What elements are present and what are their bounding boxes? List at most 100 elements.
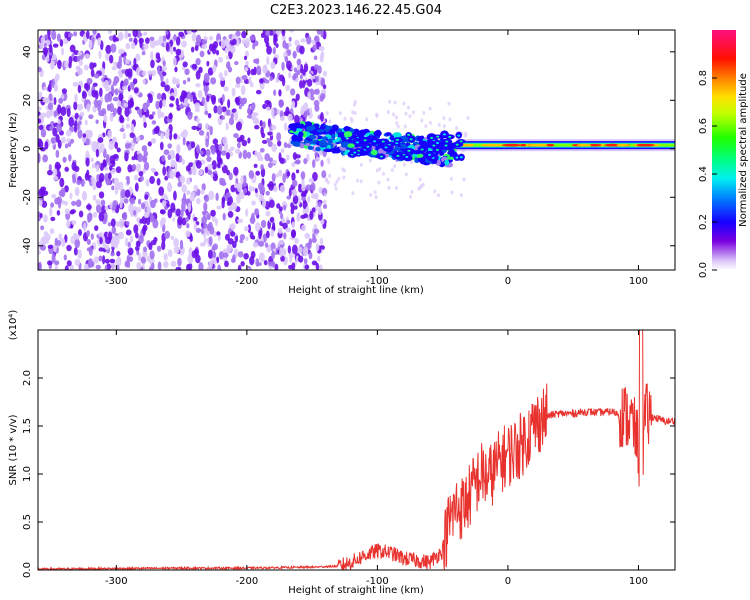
colorbar-tick-label: 0.4 [698,166,709,182]
noise-speckle [142,79,146,85]
spectrogram-x-tick-label: 100 [629,276,648,287]
noise-speckle [254,150,258,157]
noise-speckle [297,255,304,263]
spectrogram-y-tick-label: -20 [22,189,33,205]
noise-speckle [335,179,339,184]
noise-speckle [273,37,278,42]
noise-speckle [88,129,93,139]
noise-speckle [134,182,139,192]
noise-speckle [293,67,298,73]
noise-speckle [110,43,117,53]
noise-speckle [153,126,160,135]
noise-speckle [304,232,310,239]
noise-speckle [267,131,273,136]
noise-speckle [223,86,229,92]
noise-speckle [248,76,252,85]
noise-speckle [122,211,128,221]
signal-blob-core [432,144,436,147]
noise-speckle [96,173,100,181]
band-peak [576,143,592,147]
noise-speckle [287,113,293,122]
noise-speckle [291,230,296,238]
noise-speckle [64,166,69,172]
noise-speckle [238,191,245,200]
noise-speckle [220,76,226,82]
noise-speckle [125,42,131,50]
noise-speckle [175,152,180,162]
noise-speckle [420,118,424,123]
noise-speckle [49,228,55,235]
noise-speckle [318,45,325,52]
noise-speckle [173,238,179,247]
band-peak [636,143,647,147]
signal-blob [291,134,298,142]
noise-speckle [375,113,379,118]
noise-speckle [313,228,320,234]
noise-speckle [45,55,50,63]
noise-speckle [109,113,114,122]
noise-speckle [60,187,66,198]
noise-speckle [374,195,378,200]
noise-speckle [98,50,102,60]
noise-speckle [315,262,320,270]
noise-speckle [291,179,298,187]
noise-speckle [255,222,261,232]
noise-speckle [133,209,137,216]
noise-speckle [227,66,233,73]
noise-speckle [226,200,231,206]
noise-speckle [116,61,122,69]
noise-speckle [311,260,318,266]
noise-speckle [125,220,130,226]
noise-speckle [394,186,398,191]
noise-speckle [99,237,103,245]
noise-speckle [136,261,142,270]
noise-speckle [196,144,200,154]
noise-speckle [201,210,206,216]
noise-speckle [368,158,372,163]
noise-speckle [263,34,270,44]
noise-speckle [135,163,141,173]
noise-speckle [45,110,52,119]
colorbar-tick-label: 0.2 [698,214,709,230]
noise-speckle [165,78,169,86]
noise-speckle [59,39,64,47]
noise-speckle [221,93,225,103]
noise-speckle [359,179,363,184]
noise-speckle [67,32,74,38]
noise-speckle [92,194,97,201]
signal-blob [316,129,325,133]
noise-speckle [410,189,414,194]
noise-speckle [281,61,285,71]
noise-speckle [82,133,87,138]
noise-speckle [133,87,139,94]
noise-speckle [89,62,95,70]
noise-speckle [104,93,110,103]
noise-speckle [64,208,70,215]
noise-speckle [190,141,196,149]
noise-speckle [221,106,227,113]
noise-speckle [203,237,207,245]
noise-speckle [109,102,114,113]
noise-speckle [185,216,190,222]
snr-y-tick-label: 1.0 [22,466,33,482]
noise-speckle [139,38,143,49]
noise-speckle [325,111,329,116]
noise-speckle [378,167,382,172]
noise-speckle [386,110,390,115]
noise-speckle [73,233,80,240]
noise-speckle [162,99,167,107]
noise-speckle [235,121,242,131]
noise-speckle [206,213,211,221]
noise-speckle [209,125,213,136]
noise-speckle [213,105,218,114]
noise-speckle [52,127,58,137]
noise-speckle [75,199,82,208]
noise-speckle [215,49,220,56]
noise-speckle [104,258,110,264]
noise-speckle [53,243,57,253]
noise-speckle [77,249,82,260]
noise-speckle [258,240,265,247]
noise-speckle [283,232,287,240]
noise-speckle [91,176,95,187]
noise-speckle [320,30,324,38]
